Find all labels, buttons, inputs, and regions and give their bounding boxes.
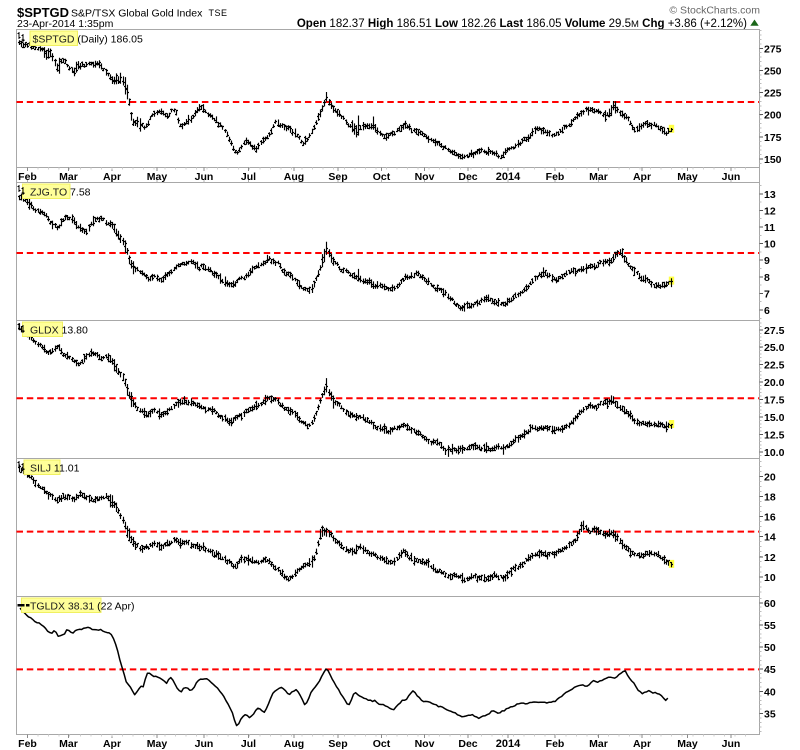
- svg-text:Jul: Jul: [241, 171, 256, 183]
- svg-text:12: 12: [764, 205, 776, 217]
- svg-text:Jun: Jun: [722, 738, 741, 750]
- svg-text:45: 45: [764, 664, 776, 676]
- svg-text:22.5: 22.5: [764, 360, 785, 372]
- svg-text:Jun: Jun: [722, 171, 741, 183]
- svg-text:Jun: Jun: [195, 171, 214, 183]
- svg-text:13: 13: [764, 189, 776, 201]
- svg-text:Aug: Aug: [284, 738, 304, 750]
- svg-text:23-Apr-2014 1:35pm: 23-Apr-2014 1:35pm: [17, 18, 114, 30]
- svg-text:50: 50: [764, 642, 776, 654]
- svg-text:$SPTGD (Daily) 186.05: $SPTGD (Daily) 186.05: [33, 34, 143, 46]
- svg-text:Feb: Feb: [18, 171, 37, 183]
- svg-text:10: 10: [764, 572, 776, 584]
- svg-text:Oct: Oct: [373, 171, 391, 183]
- svg-text:27.5: 27.5: [764, 325, 785, 337]
- svg-text:275: 275: [764, 43, 782, 55]
- svg-text:12.5: 12.5: [764, 430, 785, 442]
- svg-text:Oct: Oct: [373, 738, 391, 750]
- svg-text:12: 12: [764, 552, 776, 564]
- svg-text:150: 150: [764, 154, 782, 166]
- svg-text:200: 200: [764, 110, 782, 122]
- svg-text:15.0: 15.0: [764, 412, 785, 424]
- svg-text:Open 182.37 High 186.51 Low 18: Open 182.37 High 186.51 Low 182.26 Last …: [297, 18, 747, 30]
- svg-text:Dec: Dec: [458, 738, 477, 750]
- svg-text:May: May: [677, 738, 698, 750]
- svg-text:10: 10: [764, 239, 776, 251]
- svg-text:Sep: Sep: [328, 171, 347, 183]
- svg-text:TGLDX 38.31 (22 Apr): TGLDX 38.31 (22 Apr): [30, 601, 134, 613]
- svg-text:8: 8: [764, 272, 770, 284]
- svg-text:225: 225: [764, 88, 782, 100]
- svg-text:Apr: Apr: [103, 171, 121, 183]
- svg-text:ZJG.TO 7.58: ZJG.TO 7.58: [30, 187, 91, 199]
- svg-text:175: 175: [764, 132, 782, 144]
- svg-text:35: 35: [764, 709, 776, 721]
- svg-text:Aug: Aug: [284, 171, 304, 183]
- svg-text:18: 18: [764, 492, 776, 504]
- svg-text:Sep: Sep: [328, 738, 347, 750]
- svg-text:40: 40: [764, 686, 776, 698]
- svg-text:May: May: [147, 171, 168, 183]
- svg-text:GLDX 13.80: GLDX 13.80: [30, 325, 88, 337]
- svg-text:14: 14: [764, 532, 776, 544]
- svg-text:250: 250: [764, 65, 782, 77]
- svg-text:Dec: Dec: [458, 171, 477, 183]
- svg-text:Feb: Feb: [546, 171, 565, 183]
- svg-text:17.5: 17.5: [764, 395, 785, 407]
- svg-text:2014: 2014: [496, 171, 521, 183]
- svg-text:16: 16: [764, 512, 776, 524]
- svg-text:9: 9: [764, 255, 770, 267]
- svg-text:May: May: [677, 171, 698, 183]
- svg-text:25.0: 25.0: [764, 342, 785, 354]
- svg-text:SILJ 11.01: SILJ 11.01: [30, 463, 80, 475]
- svg-text:S&P/TSX Global Gold Index: S&P/TSX Global Gold Index: [71, 8, 203, 20]
- svg-text:$SPTGD: $SPTGD: [17, 5, 69, 20]
- svg-text:2014: 2014: [496, 738, 521, 750]
- svg-text:Feb: Feb: [546, 738, 565, 750]
- svg-text:Mar: Mar: [59, 171, 78, 183]
- svg-text:Apr: Apr: [633, 171, 651, 183]
- svg-text:Jun: Jun: [195, 738, 214, 750]
- svg-text:Feb: Feb: [18, 738, 37, 750]
- svg-text:55: 55: [764, 620, 776, 632]
- svg-text:Jul: Jul: [241, 738, 256, 750]
- svg-text:10.0: 10.0: [764, 447, 785, 459]
- svg-text:Mar: Mar: [589, 738, 608, 750]
- svg-text:Nov: Nov: [415, 738, 435, 750]
- svg-text:Mar: Mar: [59, 738, 78, 750]
- svg-text:Nov: Nov: [415, 171, 435, 183]
- svg-text:Mar: Mar: [589, 171, 608, 183]
- svg-text:7: 7: [764, 288, 770, 300]
- svg-text:Apr: Apr: [633, 738, 651, 750]
- svg-text:TSE: TSE: [209, 8, 228, 18]
- svg-text:© StockCharts.com: © StockCharts.com: [669, 5, 760, 17]
- svg-text:20: 20: [764, 471, 776, 483]
- svg-text:6: 6: [764, 305, 770, 317]
- svg-text:Apr: Apr: [103, 738, 121, 750]
- svg-text:11: 11: [764, 222, 775, 234]
- svg-text:60: 60: [764, 598, 776, 610]
- svg-text:May: May: [147, 738, 168, 750]
- svg-text:20.0: 20.0: [764, 377, 785, 389]
